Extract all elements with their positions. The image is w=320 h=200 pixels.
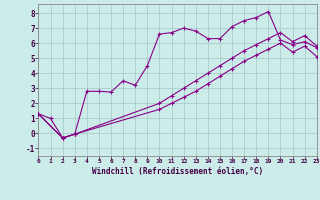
X-axis label: Windchill (Refroidissement éolien,°C): Windchill (Refroidissement éolien,°C)	[92, 167, 263, 176]
